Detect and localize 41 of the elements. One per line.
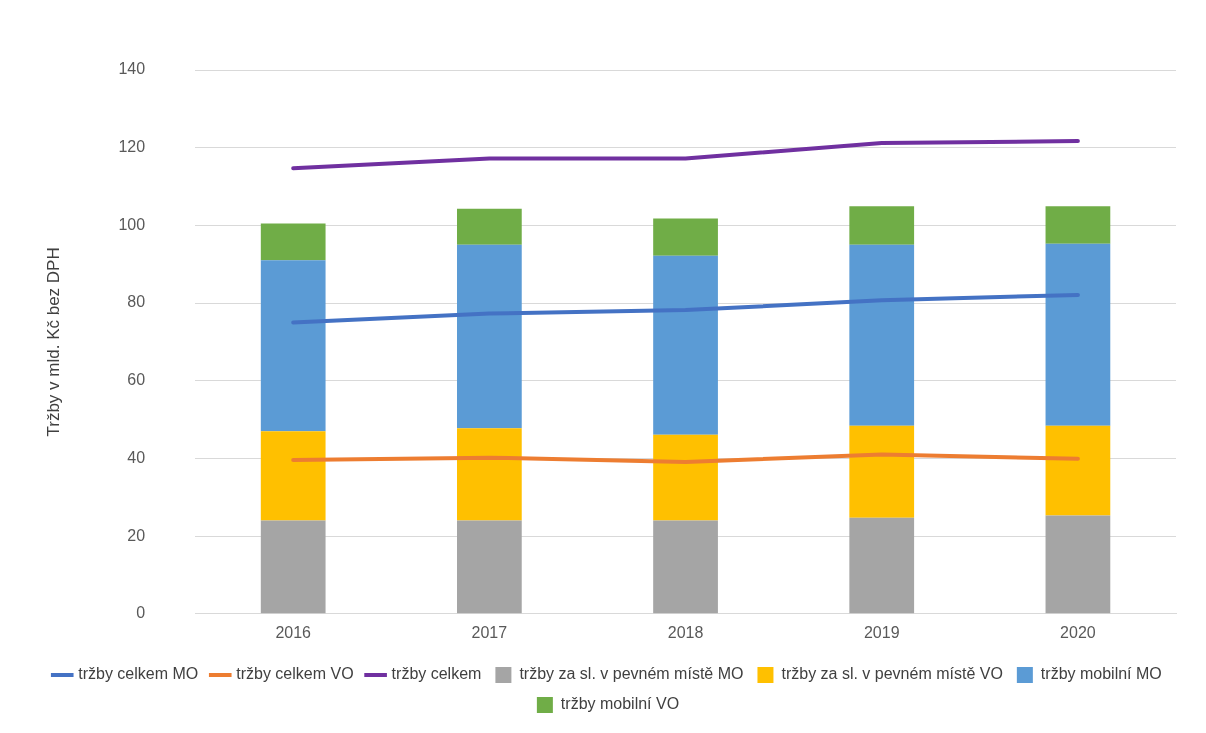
- y-tick-label: 100: [118, 215, 146, 233]
- legend-label: tržby mobilní VO: [560, 695, 680, 713]
- bar: [457, 208, 522, 245]
- bar: [849, 517, 915, 614]
- bar: [1045, 515, 1111, 614]
- x-tick-label: 2017: [471, 623, 508, 641]
- y-tick-label: 0: [136, 604, 146, 622]
- bar: [260, 260, 326, 432]
- bar: [1045, 243, 1111, 426]
- x-tick-label: 2020: [1060, 623, 1096, 641]
- legend-label: tržby celkem VO: [236, 665, 354, 683]
- bar: [260, 520, 326, 614]
- bar: [457, 428, 522, 521]
- y-tick-label: 40: [127, 448, 146, 466]
- x-tick-label: 2018: [667, 623, 704, 641]
- bar: [653, 218, 718, 256]
- legend-label: tržby za sl. v pevném místě MO: [519, 665, 744, 683]
- bar: [653, 255, 718, 435]
- bar: [260, 431, 326, 521]
- legend-label: tržby mobilní MO: [1040, 665, 1162, 683]
- y-tick-label: 20: [127, 526, 146, 544]
- bar: [653, 520, 718, 614]
- legend-label: tržby za sl. v pevném místě VO: [781, 665, 1003, 683]
- bar: [849, 244, 915, 426]
- bar: [260, 223, 326, 261]
- legend-label: tržby celkem MO: [78, 665, 199, 683]
- x-tick-label: 2019: [863, 623, 900, 641]
- bar: [457, 520, 522, 614]
- y-tick-label: 80: [127, 293, 146, 311]
- x-tick-label: 2016: [275, 623, 312, 641]
- y-axis-title: Tržby v mld. Kč bez DPH: [43, 247, 63, 437]
- bar: [849, 206, 915, 245]
- bar: [849, 425, 915, 518]
- y-tick-label: 60: [127, 371, 146, 389]
- legend-label: tržby celkem: [391, 665, 482, 683]
- bar: [1045, 206, 1111, 244]
- bar: [1045, 425, 1111, 516]
- y-tick-label: 120: [118, 138, 146, 156]
- bar: [653, 434, 718, 521]
- bar: [457, 244, 522, 429]
- y-tick-label: 140: [118, 60, 146, 78]
